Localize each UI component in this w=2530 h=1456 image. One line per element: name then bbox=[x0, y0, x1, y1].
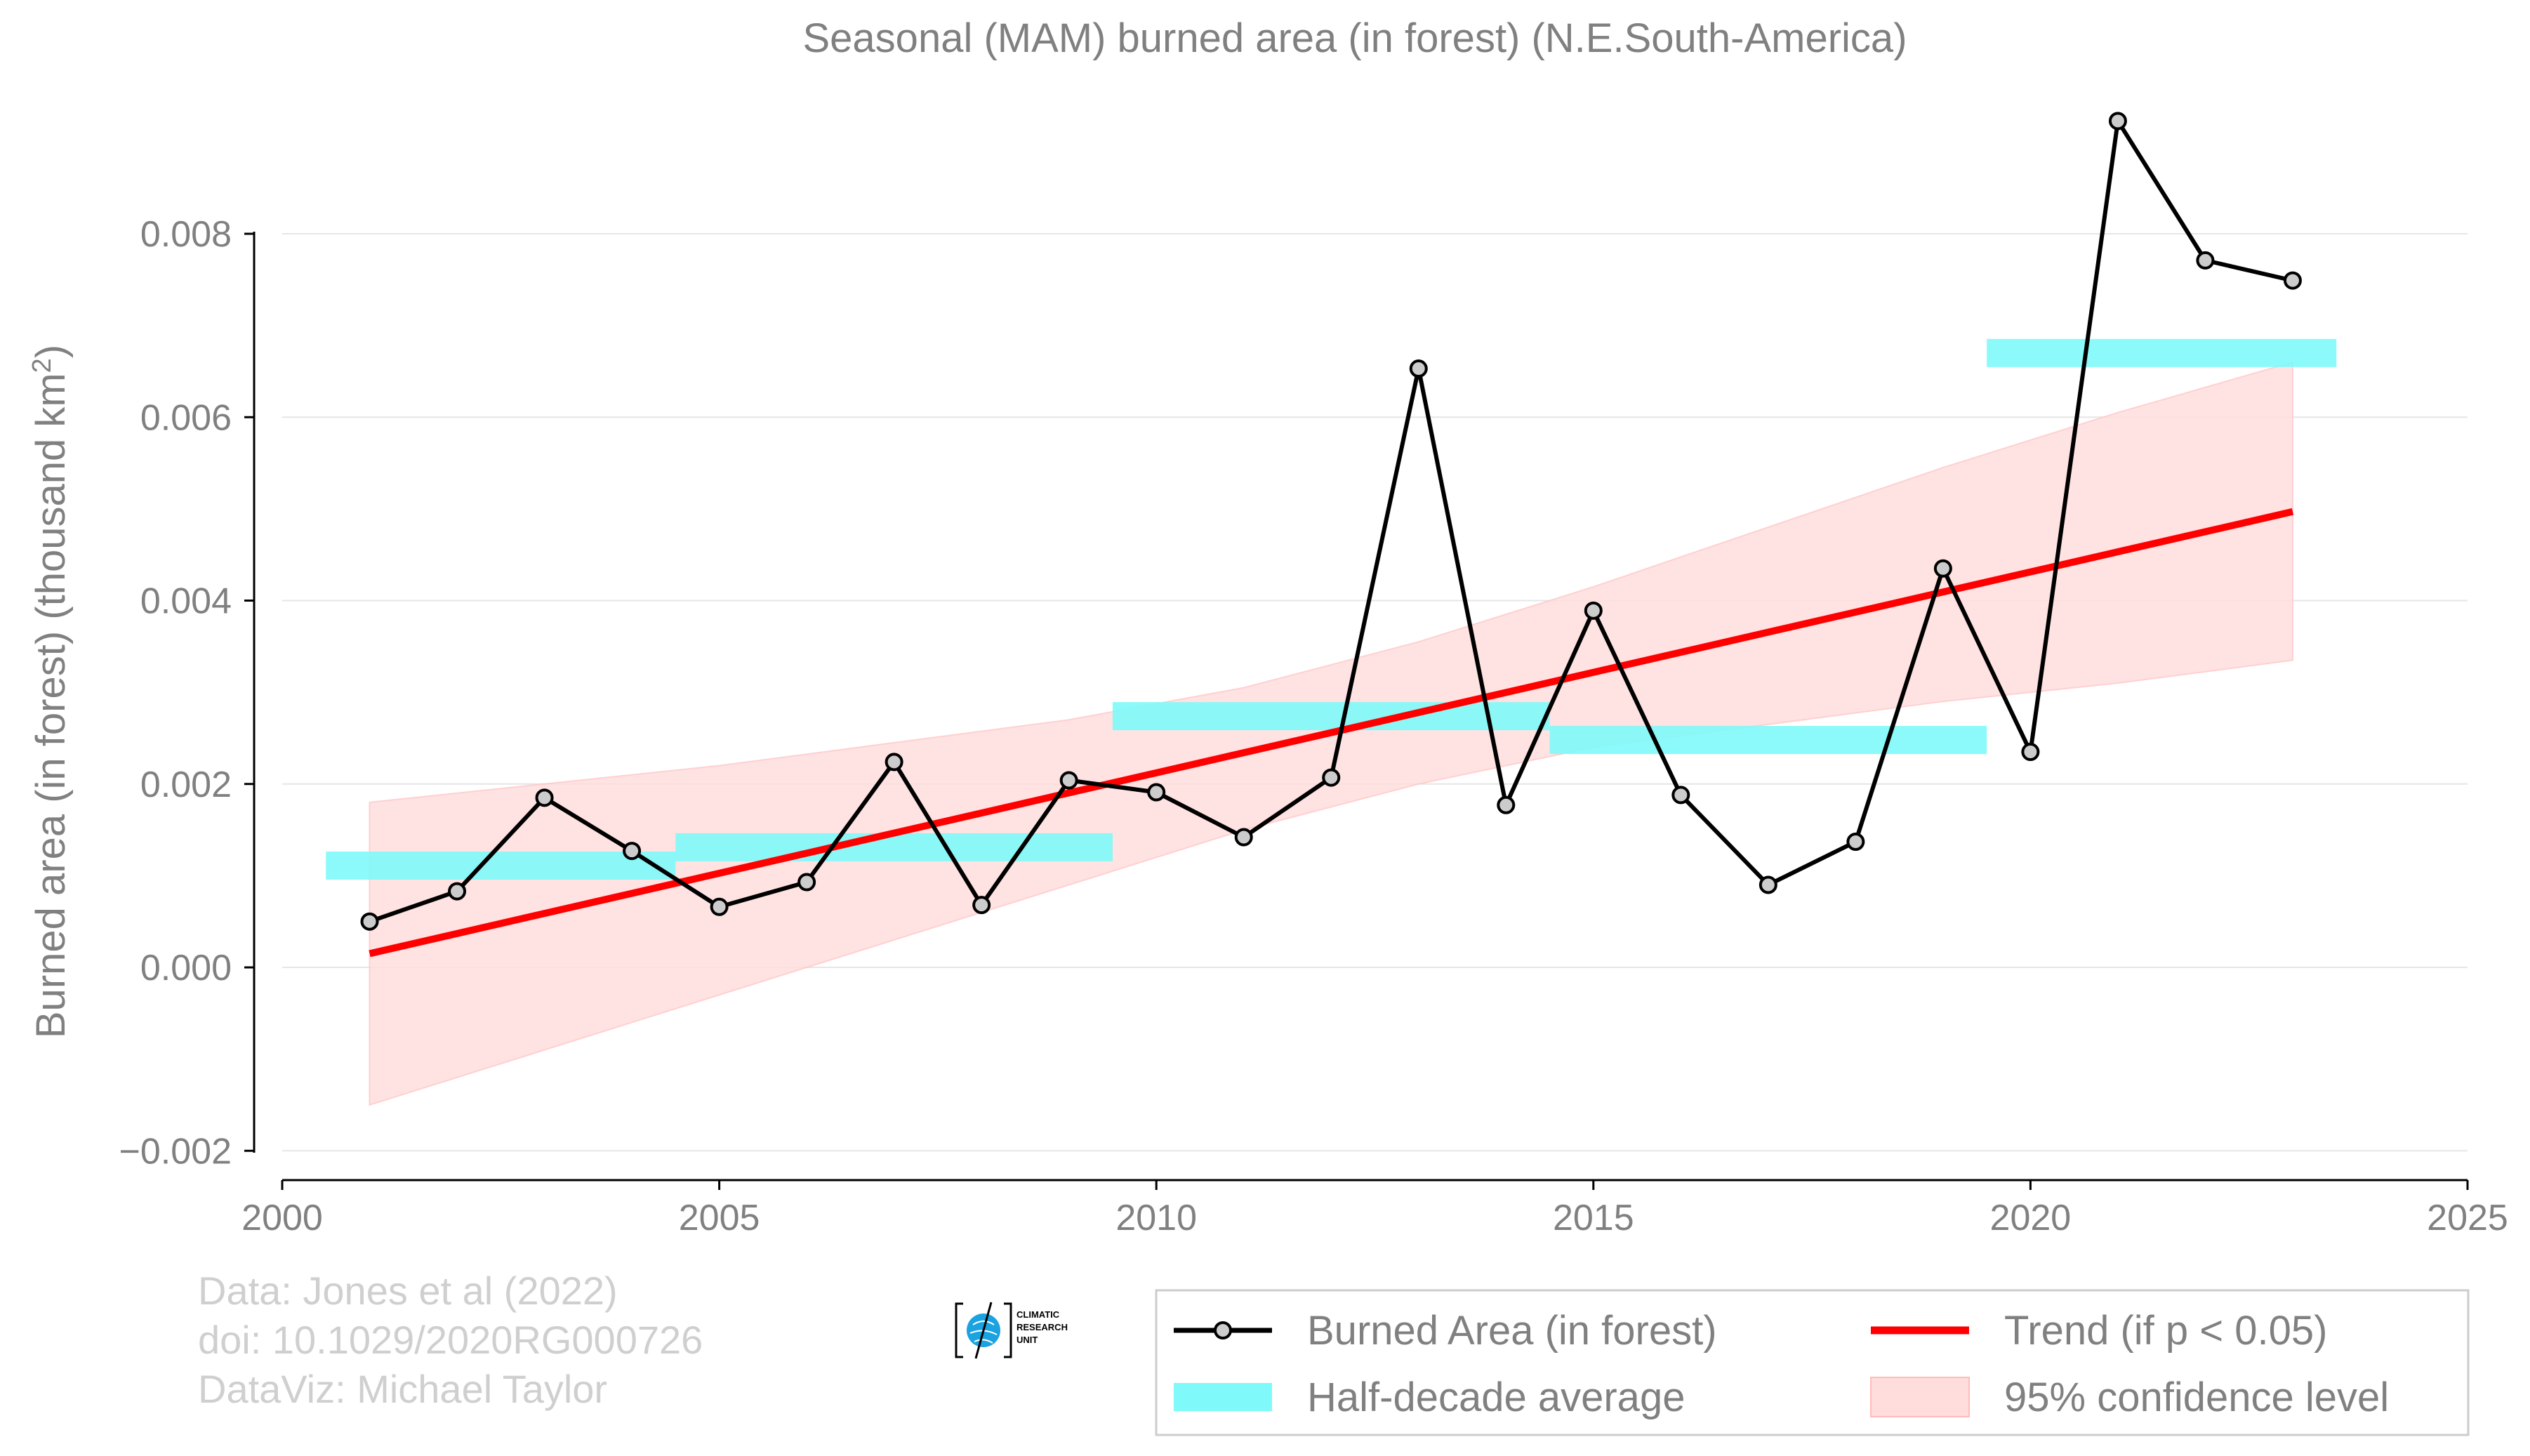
data-point-2021 bbox=[2108, 112, 2127, 131]
credit-dataviz: DataViz: Michael Taylor bbox=[198, 1367, 607, 1411]
y-tick-label-4: 0.006 bbox=[140, 397, 232, 438]
logo-text-unit: UNIT bbox=[1016, 1335, 1038, 1345]
legend-label-burned-area: Burned Area (in forest) bbox=[1307, 1308, 1717, 1354]
trend-line bbox=[369, 508, 2294, 958]
data-point-2017 bbox=[1759, 875, 1777, 894]
logo-bracket-right bbox=[1004, 1302, 1012, 1358]
credit-data-source: Data: Jones et al (2022) bbox=[198, 1269, 618, 1313]
x-tick-label-3: 2015 bbox=[1553, 1198, 1634, 1238]
legend-swatch-half-decade bbox=[1174, 1383, 1272, 1411]
x-ticks: 2000 2005 2010 2015 2020 2025 bbox=[241, 1180, 2508, 1238]
y-tick-label-1: 0.000 bbox=[140, 948, 232, 988]
x-tick-label-5: 2025 bbox=[2427, 1198, 2508, 1238]
legend-swatch-confidence bbox=[1870, 1377, 1970, 1417]
legend-label-trend: Trend (if p < 0.05) bbox=[2004, 1308, 2327, 1354]
credit-doi: doi: 10.1029/2020RG000726 bbox=[198, 1318, 703, 1362]
data-point-2012 bbox=[1322, 768, 1341, 787]
half-decade-bar-3 bbox=[1549, 726, 1987, 755]
data-point-2013 bbox=[1409, 359, 1428, 378]
data-point-2016 bbox=[1671, 786, 1690, 805]
legend-label-confidence: 95% confidence level bbox=[2004, 1375, 2389, 1420]
data-point-2010 bbox=[1147, 783, 1166, 802]
legend-frame bbox=[1155, 1289, 2470, 1436]
y-tick-label-0: −0.002 bbox=[119, 1131, 232, 1172]
half-decade-bar-2 bbox=[1112, 702, 1550, 731]
data-point-2015 bbox=[1584, 601, 1603, 620]
legend: Burned Area (in forest) Trend (if p < 0.… bbox=[1155, 1289, 2470, 1436]
y-axis-label-end: ) bbox=[28, 345, 74, 358]
axes bbox=[253, 232, 2468, 1182]
trend-line-group bbox=[369, 508, 2294, 958]
y-axis-label-sup: 2 bbox=[27, 358, 57, 373]
chart-title: Seasonal (MAM) burned area (in forest) (… bbox=[802, 15, 1907, 61]
legend-label-half-decade: Half-decade average bbox=[1307, 1375, 1685, 1420]
x-tick-label-4: 2020 bbox=[1990, 1198, 2072, 1238]
half-decade-bar-0 bbox=[326, 852, 676, 880]
logo-slash bbox=[974, 1302, 993, 1359]
data-point-2009 bbox=[1059, 771, 1078, 790]
x-tick-label-2: 2010 bbox=[1115, 1198, 1197, 1238]
data-point-2001 bbox=[360, 912, 379, 931]
data-point-2007 bbox=[885, 753, 903, 772]
y-tick-label-2: 0.002 bbox=[140, 765, 232, 805]
data-point-2004 bbox=[623, 842, 642, 861]
logo-text-climatic: CLIMATIC bbox=[1016, 1309, 1060, 1320]
x-tick-label-1: 2005 bbox=[679, 1198, 760, 1238]
half-decade-bars bbox=[326, 338, 2337, 880]
data-point-2022 bbox=[2196, 251, 2215, 270]
data-point-2019 bbox=[1933, 559, 1952, 578]
y-tick-label-3: 0.004 bbox=[140, 581, 232, 622]
data-point-2018 bbox=[1846, 833, 1865, 852]
y-tick-label-5: 0.008 bbox=[140, 214, 232, 255]
y-axis-label-main: Burned area (in forest) (thousand km bbox=[28, 373, 74, 1038]
cru-logo: CLIMATIC RESEARCH UNIT bbox=[955, 1302, 1068, 1359]
data-point-2014 bbox=[1497, 795, 1516, 814]
data-point-2023 bbox=[2283, 271, 2302, 290]
y-axis-label: Burned area (in forest) (thousand km2) bbox=[27, 345, 74, 1038]
logo-text-research: RESEARCH bbox=[1016, 1322, 1068, 1332]
burned-area-series bbox=[360, 112, 2302, 931]
x-tick-label-0: 2000 bbox=[241, 1198, 323, 1238]
half-decade-bar-4 bbox=[1987, 338, 2337, 367]
data-point-2011 bbox=[1234, 828, 1253, 847]
data-point-2003 bbox=[535, 788, 554, 807]
credits: Data: Jones et al (2022) doi: 10.1029/20… bbox=[198, 1269, 703, 1411]
data-point-2006 bbox=[797, 873, 816, 892]
data-point-2005 bbox=[710, 897, 729, 916]
y-ticks: −0.002 0.000 0.002 0.004 0.006 0.008 bbox=[119, 214, 254, 1172]
legend-marker-burned-area bbox=[1214, 1321, 1232, 1339]
data-point-2002 bbox=[448, 882, 467, 901]
half-decade-bar-1 bbox=[675, 833, 1113, 861]
data-point-2020 bbox=[2021, 743, 2040, 762]
data-point-2008 bbox=[972, 896, 991, 915]
logo-bracket-left bbox=[955, 1302, 963, 1358]
